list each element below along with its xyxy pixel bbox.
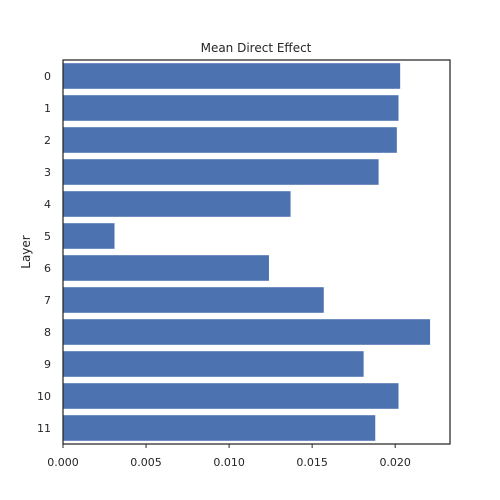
bar-layer-6 (63, 255, 269, 281)
bar-layer-9 (63, 351, 364, 377)
y-tick-label: 4 (44, 198, 51, 211)
bar-layer-2 (63, 127, 397, 153)
chart-title: Mean Direct Effect (201, 41, 312, 55)
bar-layer-11 (63, 415, 376, 441)
y-tick-label: 11 (37, 422, 51, 435)
bar-layer-5 (63, 223, 115, 249)
x-tick-label: 0.010 (213, 456, 245, 469)
y-axis-label: Layer (19, 235, 33, 269)
y-tick-group: 0 1 2 3 4 5 6 7 8 9 10 11 (37, 70, 51, 435)
y-tick-label: 6 (44, 262, 51, 275)
x-tick-label: 0.005 (130, 456, 162, 469)
y-tick-label: 3 (44, 166, 51, 179)
bar-layer-3 (63, 159, 379, 185)
bar-layer-4 (63, 191, 291, 217)
x-tick-label: 0.000 (47, 456, 79, 469)
y-tick-label: 7 (44, 294, 51, 307)
bar-layer-7 (63, 287, 324, 313)
bar-layer-1 (63, 95, 399, 121)
x-tick-label: 0.015 (296, 456, 328, 469)
bar-layer-0 (63, 63, 401, 89)
x-tick-label: 0.020 (379, 456, 411, 469)
y-tick-label: 9 (44, 358, 51, 371)
plot-frame (62, 59, 451, 445)
y-tick-label: 2 (44, 134, 51, 147)
y-tick-label: 8 (44, 326, 51, 339)
bar-layer-8 (63, 319, 431, 345)
bar-layer-10 (63, 383, 399, 409)
bars-group (63, 63, 431, 441)
y-tick-label: 10 (37, 390, 51, 403)
y-tick-label: 5 (44, 230, 51, 243)
y-tick-label: 0 (44, 70, 51, 83)
y-tick-label: 1 (44, 102, 51, 115)
x-tick-group: 0.000 0.005 0.010 0.015 0.020 (47, 444, 411, 469)
